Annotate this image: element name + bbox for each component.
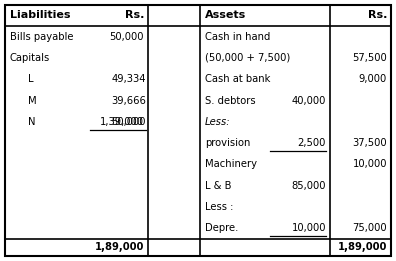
Text: 57,500: 57,500 [352,53,387,63]
Text: Depre.: Depre. [205,223,238,233]
Text: Rs.: Rs. [367,10,387,21]
Text: Machinery: Machinery [205,159,257,169]
Text: 85,000: 85,000 [291,181,326,191]
Text: Less:: Less: [205,117,230,127]
Text: Assets: Assets [205,10,246,21]
Text: 75,000: 75,000 [352,223,387,233]
Text: 37,500: 37,500 [352,138,387,148]
Text: 1,89,000: 1,89,000 [338,242,387,252]
Text: L: L [28,74,34,84]
Text: (50,000 + 7,500): (50,000 + 7,500) [205,53,290,63]
Text: S. debtors: S. debtors [205,96,256,105]
Text: 9,000: 9,000 [359,74,387,84]
Text: N: N [28,117,36,127]
Text: Bills payable: Bills payable [10,32,74,42]
Text: Less :: Less : [205,202,233,212]
Text: L & B: L & B [205,181,232,191]
Text: 2,500: 2,500 [298,138,326,148]
Text: provision: provision [205,138,250,148]
Text: Cash in hand: Cash in hand [205,32,270,42]
Text: 39,666: 39,666 [111,96,146,105]
Text: 10,000: 10,000 [352,159,387,169]
Text: Cash at bank: Cash at bank [205,74,270,84]
Text: 1,39,000: 1,39,000 [100,117,144,127]
Text: 1,89,000: 1,89,000 [95,242,144,252]
Text: Liabilities: Liabilities [10,10,70,21]
Text: 49,334: 49,334 [112,74,146,84]
Text: 50,000: 50,000 [112,117,146,127]
Text: Capitals: Capitals [10,53,50,63]
Text: 10,000: 10,000 [291,223,326,233]
Text: 40,000: 40,000 [291,96,326,105]
Text: Rs.: Rs. [125,10,144,21]
Text: 50,000: 50,000 [110,32,144,42]
Text: M: M [28,96,36,105]
